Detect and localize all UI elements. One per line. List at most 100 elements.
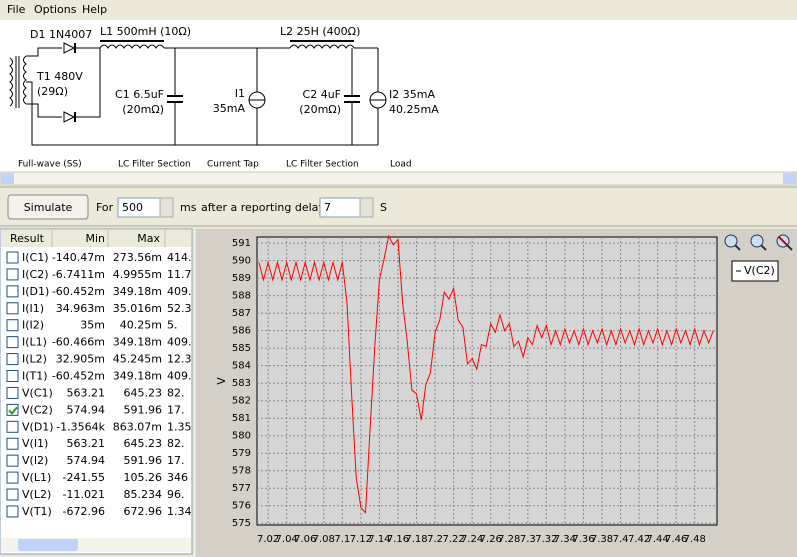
- table-cell: V(D1): [22, 420, 54, 433]
- table-cell: 11.7: [167, 268, 192, 281]
- table-cell: 591.96: [124, 454, 163, 467]
- menu-item[interactable]: Options: [34, 3, 77, 16]
- table-cell: 563.21: [67, 437, 106, 450]
- checkbox[interactable]: [6, 370, 19, 383]
- table-cell: I(L1): [22, 336, 47, 349]
- x-tick-label: 7.12: [350, 534, 372, 545]
- component-label: L1 500mH (10Ω): [100, 25, 191, 38]
- checkbox[interactable]: [6, 420, 19, 433]
- x-tick-label: 7.36: [572, 534, 594, 545]
- zoom-reset[interactable]: [776, 234, 793, 251]
- x-tick-label: 7.24: [461, 534, 483, 545]
- spinner[interactable]: [159, 197, 174, 218]
- series-line: [258, 234, 714, 514]
- checkbox[interactable]: [6, 488, 19, 501]
- checkbox[interactable]: [6, 471, 19, 484]
- table-cell: 645.23: [124, 386, 163, 399]
- y-tick-label: 582: [232, 396, 251, 407]
- wire: [26, 81, 38, 146]
- table-cell: V(L1): [22, 471, 51, 484]
- table-cell: 96.: [167, 488, 185, 501]
- table-cell: 346: [167, 471, 188, 484]
- checkbox[interactable]: [6, 285, 19, 298]
- table-cell: I(L2): [22, 353, 47, 366]
- checkbox[interactable]: [6, 386, 19, 399]
- x-tick-label: 7.44: [647, 534, 669, 545]
- x-tick-label: 7.16: [387, 534, 409, 545]
- checkbox[interactable]: [6, 251, 19, 264]
- zoom-in[interactable]: [724, 234, 741, 251]
- table-cell: 4.9955m: [113, 268, 162, 281]
- inductor: [99, 44, 165, 49]
- table-cell: 34.963m: [56, 302, 105, 315]
- input-value[interactable]: 500: [122, 201, 143, 214]
- scroll-thumb[interactable]: [18, 539, 78, 551]
- section-label: Current Tap: [207, 160, 259, 170]
- wire: [26, 47, 62, 57]
- scrollbar[interactable]: [0, 171, 797, 186]
- table-cell: I(I1): [22, 302, 44, 315]
- simulate-button[interactable]: [7, 194, 89, 220]
- checkbox[interactable]: [6, 505, 19, 518]
- table-cell: 17.: [167, 403, 185, 416]
- menu-item[interactable]: Help: [82, 3, 107, 16]
- chart: 575 576 577 578 579 580 581 582 583 584 585 586 587 5…: [232, 234, 717, 545]
- x-tick-label: 7.28: [498, 534, 520, 545]
- table-cell: 1.35: [167, 420, 192, 433]
- table-cell: 349.18m: [113, 370, 162, 383]
- checkbox[interactable]: [6, 302, 19, 315]
- y-tick-label: 575: [232, 518, 251, 529]
- input-value[interactable]: 7: [324, 201, 331, 214]
- component-label: (20mΩ): [299, 103, 341, 116]
- checkbox[interactable]: [6, 336, 19, 349]
- y-tick-label: 584: [232, 361, 251, 372]
- x-tick-label: 7.18: [405, 534, 427, 545]
- y-tick-label: 576: [232, 501, 251, 512]
- label: For: [96, 201, 114, 214]
- x-tick-label: 7.4: [613, 534, 629, 545]
- component-label: I1: [235, 87, 245, 100]
- table-cell: 409.: [167, 285, 192, 298]
- table-cell: 645.23: [124, 437, 163, 450]
- checkbox[interactable]: [6, 319, 19, 332]
- checkbox[interactable]: [6, 268, 19, 281]
- table-cell: 32.905m: [56, 353, 105, 366]
- checkbox[interactable]: [6, 403, 19, 416]
- legend-label: V(C2): [744, 264, 775, 277]
- x-tick-label: 7.46: [665, 534, 687, 545]
- table-cell: 591.96: [124, 403, 163, 416]
- column-header: Min: [85, 232, 105, 245]
- x-tick-label: 7.04: [276, 534, 298, 545]
- table-cell: 349.18m: [113, 285, 162, 298]
- y-tick-label: 581: [232, 413, 251, 424]
- checkbox[interactable]: [6, 454, 19, 467]
- y-tick-label: 585: [232, 343, 251, 354]
- checkmark: [8, 406, 18, 415]
- spinner[interactable]: [359, 197, 374, 218]
- scroll-left[interactable]: [1, 173, 14, 184]
- section-label: Load: [390, 160, 412, 170]
- table-cell: 574.94: [67, 403, 106, 416]
- x-tick-label: 7.32: [535, 534, 557, 545]
- table-cell: 563.21: [67, 386, 106, 399]
- scroll-right[interactable]: [783, 173, 796, 184]
- x-tick-label: 7.2: [427, 534, 443, 545]
- table-cell: 82.: [167, 437, 185, 450]
- table-cell: 863.07m: [113, 420, 162, 433]
- zoom-out[interactable]: [750, 234, 767, 251]
- inductor: [289, 44, 355, 49]
- table-cell: I(C1): [22, 251, 49, 264]
- menu-bar: [0, 0, 797, 19]
- table-body: Result Min Max I(C1) -140.47m 273.56m 414. I(C2…: [6, 230, 192, 518]
- checkbox[interactable]: [6, 437, 19, 450]
- button-label[interactable]: Simulate: [24, 201, 73, 214]
- menu-item[interactable]: File: [7, 3, 26, 16]
- checkbox[interactable]: [6, 353, 19, 366]
- schematic: [9, 40, 387, 146]
- transformer-primary: [9, 57, 13, 107]
- y-tick-label: 589: [232, 273, 251, 284]
- x-tick-label: 7.34: [554, 534, 576, 545]
- component-label: C1 6.5uF: [115, 88, 164, 101]
- table-cell: V(T1): [22, 505, 52, 518]
- table-cell: -672.96: [63, 505, 105, 518]
